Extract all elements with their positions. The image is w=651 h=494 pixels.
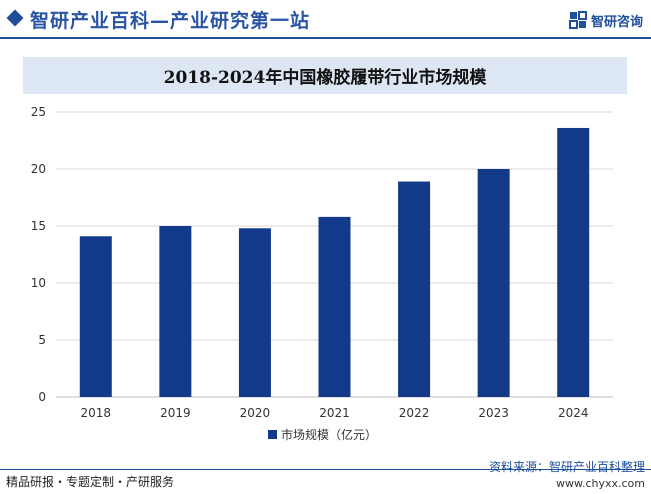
header-divider	[0, 37, 651, 39]
bar-chart: 0 5 10 15 20 25 2018 2019 2020 2021 2022 2023 2024 市场…	[31, 105, 613, 442]
x-tick-label: 2019	[160, 406, 191, 420]
y-tick-label: 20	[31, 162, 46, 176]
y-tick-label: 0	[38, 390, 46, 404]
bar	[159, 226, 192, 397]
x-tick-label: 2022	[399, 406, 430, 420]
x-tick-label: 2024	[558, 406, 589, 420]
y-tick-label: 25	[31, 105, 46, 119]
header-title: 智研产业百科—产业研究第一站	[30, 10, 311, 32]
bar	[477, 169, 510, 397]
x-tick-label: 2018	[81, 406, 112, 420]
legend-label: 市场规模（亿元）	[281, 427, 377, 442]
footer-url: www.chyxx.com	[555, 477, 645, 490]
brand-logo: 智研咨询	[568, 10, 643, 30]
y-tick-label: 10	[31, 276, 46, 290]
brand-logo-text: 智研咨询	[590, 14, 643, 30]
y-tick-label: 15	[31, 219, 46, 233]
bar	[238, 228, 271, 397]
footer-divider	[0, 469, 651, 470]
legend-swatch	[268, 430, 277, 439]
header: 智研产业百科—产业研究第一站 智研咨询	[0, 0, 651, 40]
bar	[557, 127, 590, 398]
x-tick-label: 2023	[478, 406, 509, 420]
header-diamond-icon	[6, 9, 24, 27]
footer-tagline: 精品研报・专题定制・产研服务	[6, 475, 175, 489]
bar	[398, 181, 431, 397]
chart-title: 2018-2024年中国橡胶履带行业市场规模	[163, 68, 487, 88]
brand-logo-icon	[568, 11, 587, 29]
bar	[318, 216, 351, 397]
footer-source: 资料来源：智研产业百科整理	[488, 460, 645, 474]
y-tick-label: 5	[38, 333, 46, 347]
bar	[79, 236, 112, 397]
x-tick-label: 2020	[240, 406, 271, 420]
x-tick-label: 2021	[319, 406, 350, 420]
chart-title-band: 2018-2024年中国橡胶履带行业市场规模	[23, 57, 627, 94]
